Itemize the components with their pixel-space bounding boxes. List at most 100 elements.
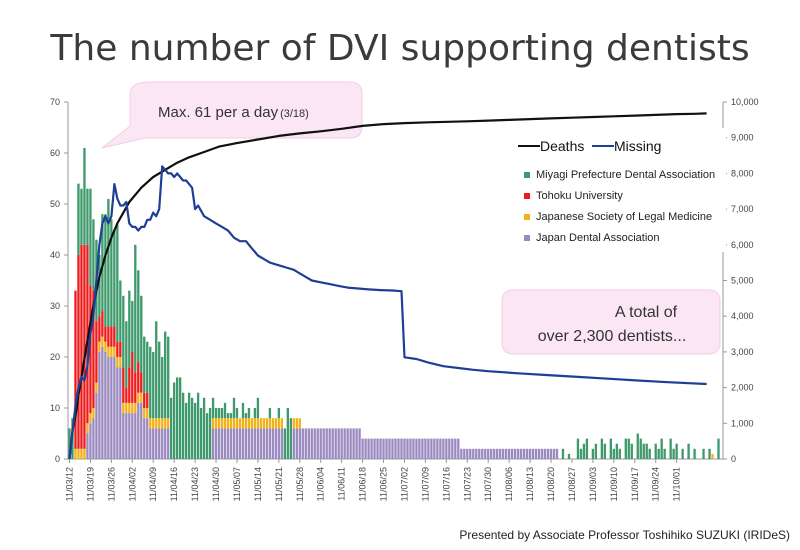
bar-segment-jda (217, 428, 221, 459)
bar-segment-legal-medicine (253, 418, 257, 429)
right-tick-label: 10,000 (731, 97, 759, 107)
bar-segment-jda (502, 448, 505, 459)
bar-segment-jda (519, 448, 523, 459)
bar-segment-miyagi (247, 408, 251, 419)
bar-segment-legal-medicine (92, 408, 95, 419)
x-tick-label: 11/07/30 (483, 467, 493, 501)
bar-segment-jda (101, 346, 104, 459)
bar-segment-miyagi (642, 443, 645, 459)
bar-segment-jda (92, 418, 95, 459)
bar-segment-jda (86, 433, 89, 459)
bar-segment-jda (382, 438, 385, 459)
bar-segment-tohoku (95, 321, 98, 383)
bar-segment-legal-medicine (256, 418, 260, 429)
bar-segment-jda (274, 428, 278, 459)
bar-segment-jda (244, 428, 248, 459)
bar-segment-jda (534, 448, 538, 459)
left-tick-label: 40 (50, 250, 60, 260)
presenter-credit: Presented by Associate Professor Toshihi… (459, 528, 790, 542)
bar-segment-legal-medicine (164, 418, 167, 429)
bar-segment-jda (352, 428, 355, 459)
bar-segment-legal-medicine (223, 418, 227, 429)
bar-segment-miyagi (187, 392, 191, 459)
x-tick-label: 11/06/11 (337, 467, 347, 501)
bar-segment-miyagi (98, 255, 101, 317)
bar-segment-legal-medicine (101, 336, 104, 347)
x-tick-label: 11/03/26 (106, 467, 116, 501)
bar-segment-legal-medicine (86, 423, 89, 434)
bar-segment-jda (505, 448, 508, 459)
legend-jda-swatch (524, 235, 530, 241)
bar-segment-miyagi (143, 336, 146, 393)
bar-segment-miyagi (113, 229, 116, 327)
bar-segment-jda (235, 428, 239, 459)
bar-segment-jda (370, 438, 373, 459)
bar-segment-legal-medicine (152, 418, 155, 429)
bar-segment-miyagi (717, 438, 720, 459)
x-tick-label: 11/09/10 (609, 467, 619, 501)
bar-segment-jda (358, 428, 361, 459)
bar-segment-legal-medicine (280, 418, 284, 429)
bar-segment-miyagi (220, 408, 224, 419)
bar-segment-tohoku (116, 341, 119, 357)
bar-segment-jda (433, 438, 436, 459)
bar-segment-miyagi (178, 377, 182, 459)
bar-segment-miyagi (675, 443, 678, 459)
legend-tohoku-swatch (524, 193, 530, 199)
bar-segment-jda (131, 413, 134, 459)
bar-segment-miyagi (131, 300, 134, 352)
bar-segment-miyagi (119, 280, 122, 342)
bar-segment-legal-medicine (83, 448, 86, 459)
bar-segment-miyagi (173, 382, 176, 459)
bar-segment-miyagi (107, 198, 110, 327)
bar-segment-jda (546, 448, 550, 459)
bar-segment-jda (271, 428, 275, 459)
bar-segment-tohoku (131, 351, 134, 403)
bar-segment-jda (238, 428, 242, 459)
bar-segment-legal-medicine (158, 418, 161, 429)
bar-segment-jda (552, 448, 556, 459)
bar-segment-miyagi (660, 438, 663, 459)
bar-segment-tohoku (128, 367, 131, 403)
x-tick-label: 11/04/23 (190, 467, 200, 501)
bar-segment-legal-medicine (232, 418, 236, 429)
bar-segment-jda (355, 428, 358, 459)
right-tick-label: 0 (731, 454, 736, 464)
bar-segment-legal-medicine (265, 418, 269, 429)
deaths-line (68, 112, 707, 460)
bar-segment-tohoku (140, 372, 143, 393)
bar-segment-legal-medicine (274, 418, 278, 429)
bar-segment-jda (394, 438, 397, 459)
bar-segment-jda (490, 448, 493, 459)
bar-segment-jda (104, 351, 107, 459)
bar-segment-jda (280, 428, 284, 459)
total-callout: A total of over 2,300 dentists... (501, 289, 721, 355)
bar-segment-miyagi (158, 341, 161, 419)
bar-segment-miyagi (110, 219, 113, 327)
bar-segment-tohoku (110, 326, 113, 347)
bar-segment-miyagi (603, 443, 607, 459)
legend-jda-label: Japan Dental Association (536, 232, 660, 244)
bar-segment-jda (253, 428, 257, 459)
bar-segment-miyagi (149, 346, 152, 419)
left-tick-label: 10 (50, 403, 60, 413)
bar-segment-jda (122, 413, 125, 459)
legend-missing-label: Missing (614, 138, 661, 154)
max-callout-date: (3/18) (280, 108, 309, 120)
bar-segment-legal-medicine (238, 418, 242, 429)
bar-segment-miyagi (669, 438, 672, 459)
bar-segment-jda (400, 438, 403, 459)
bar-segment-miyagi (214, 408, 218, 419)
x-tick-label: 11/04/30 (211, 467, 221, 501)
bar-segment-miyagi (217, 408, 221, 419)
bar-segment-tohoku (122, 367, 125, 403)
legend-legal-label: Japanese Society of Legal Medicine (536, 211, 712, 223)
bar-segment-jda (499, 448, 502, 459)
bar-segment-miyagi (122, 295, 125, 368)
x-tick-label: 11/04/02 (127, 467, 137, 501)
bar-segment-legal-medicine (95, 382, 98, 393)
bar-segment-jda (250, 428, 254, 459)
bar-segment-jda (295, 428, 298, 459)
bar-segment-miyagi (128, 290, 131, 368)
bar-segment-tohoku (113, 326, 116, 347)
